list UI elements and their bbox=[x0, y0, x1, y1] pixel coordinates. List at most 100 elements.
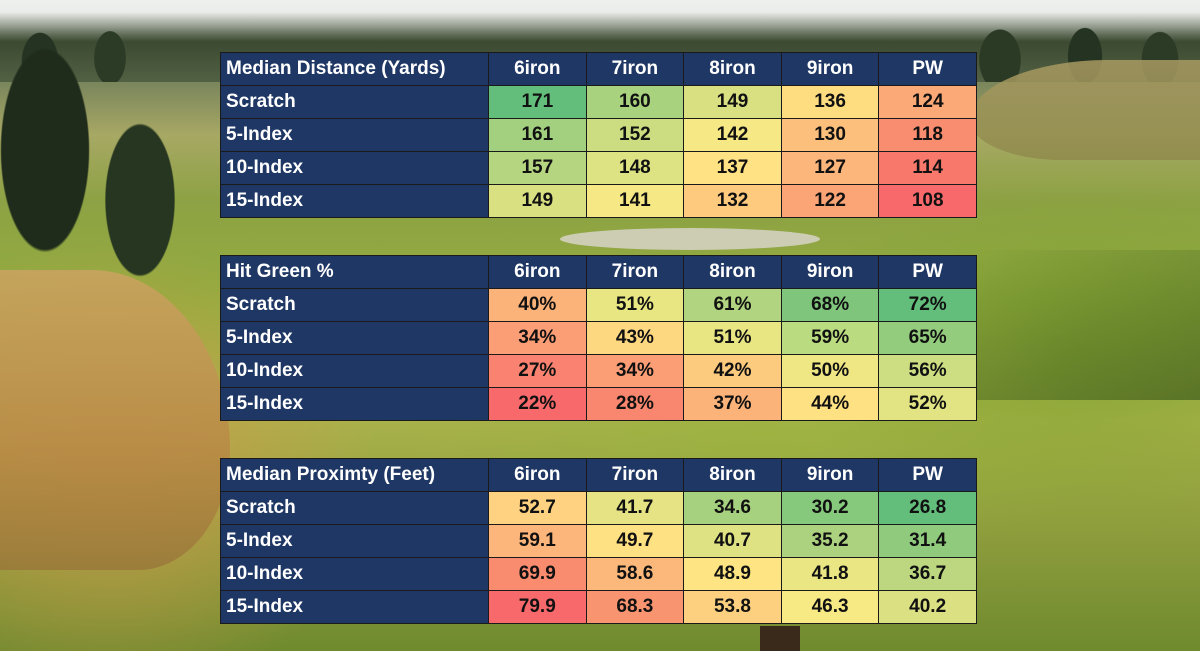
column-header: 7iron bbox=[585, 255, 685, 289]
data-cell: 40.7 bbox=[683, 524, 782, 558]
data-cell: 35.2 bbox=[780, 524, 880, 558]
data-cell: 118 bbox=[878, 118, 977, 152]
data-cell: 56% bbox=[878, 354, 977, 388]
data-cell: 41.7 bbox=[585, 491, 685, 525]
column-header: PW bbox=[878, 458, 977, 492]
data-cell: 34% bbox=[488, 321, 587, 355]
data-cell: 37% bbox=[683, 387, 782, 421]
row-label: Scratch bbox=[220, 288, 489, 322]
header-row: Median Proximty (Feet) 6iron 7iron 8iron… bbox=[220, 458, 977, 492]
table-row: 5-Index 161 152 142 130 118 bbox=[220, 118, 977, 152]
data-cell: 65% bbox=[878, 321, 977, 355]
tee-marker bbox=[760, 626, 800, 651]
median-proximity-table: Median Proximty (Feet) 6iron 7iron 8iron… bbox=[220, 458, 977, 624]
table-row: 5-Index 34% 43% 51% 59% 65% bbox=[220, 321, 977, 355]
data-cell: 50% bbox=[780, 354, 880, 388]
data-cell: 49.7 bbox=[585, 524, 685, 558]
data-cell: 171 bbox=[488, 85, 587, 119]
data-cell: 46.3 bbox=[780, 590, 880, 624]
pine-trees bbox=[0, 0, 210, 290]
data-cell: 43% bbox=[585, 321, 685, 355]
data-cell: 132 bbox=[683, 184, 782, 218]
data-cell: 160 bbox=[585, 85, 685, 119]
table-title: Median Distance (Yards) bbox=[220, 52, 489, 86]
data-cell: 52% bbox=[878, 387, 977, 421]
table-row: 5-Index 59.1 49.7 40.7 35.2 31.4 bbox=[220, 524, 977, 558]
data-cell: 124 bbox=[878, 85, 977, 119]
column-header: 8iron bbox=[683, 458, 782, 492]
data-cell: 122 bbox=[780, 184, 880, 218]
table-title: Hit Green % bbox=[220, 255, 489, 289]
row-label: Scratch bbox=[220, 85, 489, 119]
data-cell: 61% bbox=[683, 288, 782, 322]
tree-shadow bbox=[975, 250, 1200, 400]
data-cell: 58.6 bbox=[585, 557, 685, 591]
data-cell: 141 bbox=[585, 184, 685, 218]
table-row: 15-Index 22% 28% 37% 44% 52% bbox=[220, 387, 977, 421]
row-label: 10-Index bbox=[220, 151, 489, 185]
data-cell: 149 bbox=[488, 184, 587, 218]
data-cell: 148 bbox=[585, 151, 685, 185]
data-cell: 68% bbox=[780, 288, 880, 322]
data-cell: 53.8 bbox=[683, 590, 782, 624]
data-cell: 30.2 bbox=[780, 491, 880, 525]
column-header: 6iron bbox=[488, 458, 587, 492]
column-header: PW bbox=[878, 52, 977, 86]
data-cell: 41.8 bbox=[780, 557, 880, 591]
data-cell: 22% bbox=[488, 387, 587, 421]
golden-rough bbox=[0, 270, 230, 570]
data-cell: 72% bbox=[878, 288, 977, 322]
data-cell: 42% bbox=[683, 354, 782, 388]
data-cell: 149 bbox=[683, 85, 782, 119]
data-cell: 68.3 bbox=[585, 590, 685, 624]
column-header: 8iron bbox=[683, 255, 782, 289]
column-header: 6iron bbox=[488, 255, 587, 289]
data-cell: 69.9 bbox=[488, 557, 587, 591]
data-cell: 130 bbox=[780, 118, 880, 152]
table-title: Median Proximty (Feet) bbox=[220, 458, 489, 492]
column-header: 7iron bbox=[585, 458, 685, 492]
sand-bunker bbox=[560, 228, 820, 250]
row-label: 15-Index bbox=[220, 590, 489, 624]
table-row: 15-Index 79.9 68.3 53.8 46.3 40.2 bbox=[220, 590, 977, 624]
data-cell: 79.9 bbox=[488, 590, 587, 624]
data-cell: 26.8 bbox=[878, 491, 977, 525]
data-cell: 36.7 bbox=[878, 557, 977, 591]
data-cell: 142 bbox=[683, 118, 782, 152]
row-label: 10-Index bbox=[220, 354, 489, 388]
table-row: Scratch 52.7 41.7 34.6 30.2 26.8 bbox=[220, 491, 977, 525]
table-row: 10-Index 157 148 137 127 114 bbox=[220, 151, 977, 185]
row-label: 10-Index bbox=[220, 557, 489, 591]
data-cell: 137 bbox=[683, 151, 782, 185]
data-cell: 127 bbox=[780, 151, 880, 185]
column-header: 9iron bbox=[780, 255, 880, 289]
table-row: 10-Index 27% 34% 42% 50% 56% bbox=[220, 354, 977, 388]
data-cell: 31.4 bbox=[878, 524, 977, 558]
column-header: 9iron bbox=[780, 52, 880, 86]
column-header: PW bbox=[878, 255, 977, 289]
table-row: Scratch 40% 51% 61% 68% 72% bbox=[220, 288, 977, 322]
data-cell: 59% bbox=[780, 321, 880, 355]
row-label: 5-Index bbox=[220, 524, 489, 558]
data-cell: 52.7 bbox=[488, 491, 587, 525]
data-cell: 108 bbox=[878, 184, 977, 218]
data-cell: 40.2 bbox=[878, 590, 977, 624]
row-label: 5-Index bbox=[220, 118, 489, 152]
data-cell: 152 bbox=[585, 118, 685, 152]
column-header: 8iron bbox=[683, 52, 782, 86]
data-cell: 27% bbox=[488, 354, 587, 388]
header-row: Hit Green % 6iron 7iron 8iron 9iron PW bbox=[220, 255, 977, 289]
row-label: 15-Index bbox=[220, 184, 489, 218]
row-label: 5-Index bbox=[220, 321, 489, 355]
data-cell: 48.9 bbox=[683, 557, 782, 591]
column-header: 6iron bbox=[488, 52, 587, 86]
table-row: 15-Index 149 141 132 122 108 bbox=[220, 184, 977, 218]
data-cell: 34.6 bbox=[683, 491, 782, 525]
data-cell: 28% bbox=[585, 387, 685, 421]
data-cell: 51% bbox=[585, 288, 685, 322]
column-header: 7iron bbox=[585, 52, 685, 86]
data-cell: 59.1 bbox=[488, 524, 587, 558]
data-cell: 34% bbox=[585, 354, 685, 388]
data-cell: 157 bbox=[488, 151, 587, 185]
row-label: 15-Index bbox=[220, 387, 489, 421]
